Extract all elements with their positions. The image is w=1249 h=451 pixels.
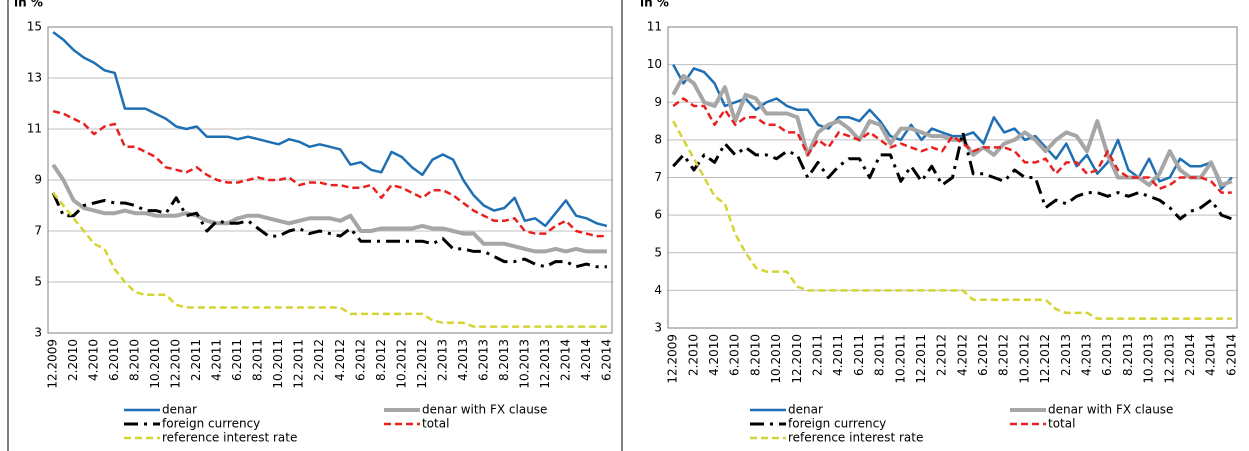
x-tick-label: 2.2013 [1059, 334, 1073, 376]
y-tick-label: 7 [34, 224, 42, 238]
x-tick-label: 2.2010 [66, 339, 80, 381]
x-tick-label: 4.2011 [210, 339, 224, 381]
x-tick-label: 8.2010 [748, 334, 762, 376]
x-tick-label: 6.2013 [476, 339, 490, 381]
y-tick-label: 11 [647, 20, 662, 34]
x-tick-label: 4.2010 [87, 339, 101, 381]
x-tick-label: 6.2012 [976, 334, 990, 376]
y-tick-label: 3 [34, 326, 42, 340]
series-line [671, 73, 1233, 187]
x-tick-label: 2.2010 [686, 334, 700, 376]
x-tick-label: 2.2014 [558, 339, 572, 381]
y-tick-label: 15 [27, 20, 42, 34]
y-tick-label: 9 [654, 95, 662, 109]
x-tick-label: 10.2011 [271, 339, 285, 389]
y-tick-label: 8 [654, 132, 662, 146]
y-axis-label: in % [640, 0, 669, 10]
x-tick-label: 8.2012 [374, 339, 388, 381]
x-tick-label: 10.2013 [1142, 334, 1156, 384]
x-tick-label: 2.2013 [435, 339, 449, 381]
x-tick-label: 12.2013 [538, 339, 552, 389]
x-tick-label: 6.2013 [1100, 334, 1114, 376]
plot-frame [667, 26, 1238, 329]
legend-label: total [1048, 417, 1075, 431]
y-tick-label: 7 [654, 170, 662, 184]
series-line [52, 109, 607, 238]
series-line [51, 192, 607, 269]
series-line [672, 120, 1232, 320]
x-tick-label: 10.2011 [893, 334, 907, 384]
x-tick-label: 4.2014 [579, 339, 593, 381]
x-tick-label: 10.2012 [1017, 334, 1031, 384]
x-tick-label: 6.2014 [1224, 334, 1238, 376]
y-tick-label: 4 [654, 283, 662, 297]
y-tick-label: 13 [27, 71, 42, 85]
y-tick-label: 6 [654, 208, 662, 222]
x-tick-label: 6.2012 [353, 339, 367, 381]
x-tick-label: 4.2010 [707, 334, 721, 376]
x-tick-label: 12.2011 [914, 334, 928, 384]
series-line [52, 31, 608, 228]
plot-frame [47, 26, 613, 334]
y-tick-label: 10 [647, 57, 662, 71]
legend-label: total [422, 417, 449, 431]
x-tick-label: 12.2011 [292, 339, 306, 389]
x-tick-label: 2.2011 [811, 334, 825, 376]
x-tick-label: 6.2010 [728, 334, 742, 376]
series-line [52, 192, 607, 328]
y-tick-label: 5 [654, 245, 662, 259]
y-axis-label: in % [14, 0, 43, 10]
series-line [672, 63, 1233, 191]
x-tick-label: 10.2010 [769, 334, 783, 384]
x-tick-label: 12.2013 [1162, 334, 1176, 384]
x-tick-label: 6.2011 [230, 339, 244, 381]
legend-label: denar [162, 403, 197, 417]
x-tick-label: 6.2014 [599, 339, 613, 381]
x-tick-label: 2.2011 [189, 339, 203, 381]
x-tick-label: 2.2014 [1183, 334, 1197, 376]
legend-label: foreign currency [788, 417, 886, 431]
x-tick-label: 10.2012 [394, 339, 408, 389]
x-tick-label: 12.2009 [666, 334, 680, 384]
x-tick-label: 12.2010 [790, 334, 804, 384]
legend-label: reference interest rate [162, 431, 297, 445]
series-line [672, 130, 1233, 221]
series-line [51, 163, 607, 254]
x-tick-label: 4.2012 [333, 339, 347, 381]
x-tick-label: 12.2012 [1038, 334, 1052, 384]
legend-label: denar with FX clause [1048, 403, 1173, 417]
x-tick-label: 12.2012 [415, 339, 429, 389]
x-tick-label: 12.2010 [169, 339, 183, 389]
x-tick-label: 2.2012 [312, 339, 326, 381]
x-tick-label: 8.2011 [873, 334, 887, 376]
x-tick-label: 8.2013 [497, 339, 511, 381]
x-tick-label: 8.2013 [1121, 334, 1135, 376]
x-tick-label: 10.2010 [148, 339, 162, 389]
x-tick-label: 4.2012 [955, 334, 969, 376]
x-tick-label: 4.2014 [1204, 334, 1218, 376]
x-tick-label: 4.2013 [1079, 334, 1093, 376]
x-tick-label: 4.2013 [456, 339, 470, 381]
x-tick-label: 2.2012 [935, 334, 949, 376]
y-tick-label: 9 [34, 173, 42, 187]
x-tick-label: 8.2010 [128, 339, 142, 381]
x-tick-label: 8.2012 [997, 334, 1011, 376]
legend-label: denar [788, 403, 823, 417]
x-tick-label: 6.2011 [852, 334, 866, 376]
x-tick-label: 6.2010 [107, 339, 121, 381]
legend-label: reference interest rate [788, 431, 923, 445]
x-tick-label: 4.2011 [831, 334, 845, 376]
y-tick-label: 11 [27, 122, 42, 136]
y-tick-label: 5 [34, 275, 42, 289]
legend-label: foreign currency [162, 417, 260, 431]
x-tick-label: 10.2013 [517, 339, 531, 389]
legend-label: denar with FX clause [422, 403, 547, 417]
y-tick-label: 3 [654, 321, 662, 335]
x-tick-label: 12.2009 [46, 339, 60, 389]
x-tick-label: 8.2011 [251, 339, 265, 381]
